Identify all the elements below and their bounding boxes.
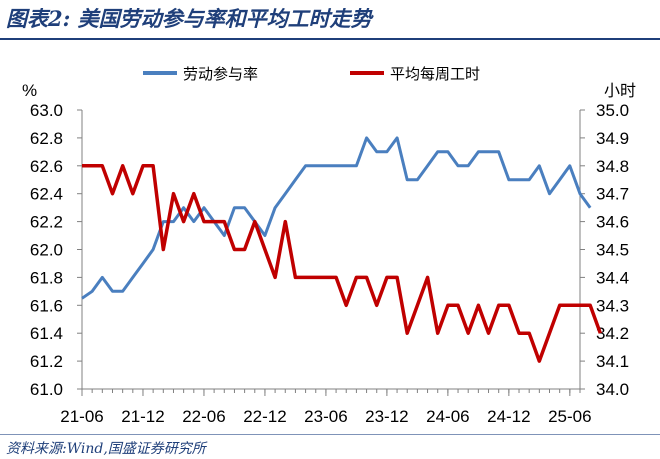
legend-label: 劳动参与率: [183, 66, 258, 83]
chart-legend: 劳动参与率 平均每周工时: [143, 66, 480, 83]
right-axis-tick-label: 34.0: [596, 380, 629, 399]
left-axis-tick-label: 62.2: [30, 213, 63, 232]
x-axis-tick-label: 22-06: [182, 407, 225, 426]
x-axis-tick-label: 22-12: [243, 407, 286, 426]
left-axis-tick-label: 63.0: [30, 101, 63, 120]
left-axis-tick-label: 62.8: [30, 129, 63, 148]
right-axis-tick-label: 35.0: [596, 101, 629, 120]
left-axis-tick-label: 62.0: [30, 241, 63, 260]
right-axis-tick-label: 34.2: [596, 324, 629, 343]
right-axis-tick-label: 34.3: [596, 296, 629, 315]
series-line-weekly-hours: [82, 164, 602, 363]
left-axis-tick-label: 61.8: [30, 268, 63, 287]
left-axis-tick-label: 61.2: [30, 352, 63, 371]
x-axis-tick-label: 24-12: [487, 407, 530, 426]
x-axis-tick-label: 23-06: [304, 407, 347, 426]
left-axis-unit: %: [22, 81, 37, 100]
left-axis-tick-label: 62.4: [30, 185, 63, 204]
title-divider: [0, 38, 660, 40]
right-axis-tick-label: 34.9: [596, 129, 629, 148]
chart-title: 图表2: 美国劳动参与率和平均工时走势: [6, 6, 372, 31]
source-note: 资料来源:Wind,国盛证券研究所: [6, 441, 206, 457]
left-axis-tick-label: 61.0: [30, 380, 63, 399]
chart-axes: % 小时 61.0 61.2 61.4 61.6 61.8 62.0 62.2 62.4 62.6 6…: [22, 81, 636, 426]
right-axis-unit: 小时: [604, 82, 636, 100]
source-divider: [0, 434, 660, 435]
right-axis-tick-label: 34.6: [596, 213, 629, 232]
x-axis-tick-label: 24-06: [426, 407, 469, 426]
x-axis-tick-label: 21-06: [60, 407, 103, 426]
right-axis-tick-label: 34.1: [596, 352, 629, 371]
right-axis-tick-label: 34.7: [596, 185, 629, 204]
x-axis-tick-label: 21-12: [121, 407, 164, 426]
line-chart: 劳动参与率 平均每周工时 % 小时 61.0 61.2 61.4 61.6 61.8 62.0 6…: [22, 66, 636, 426]
left-axis-tick-label: 61.6: [30, 296, 63, 315]
right-axis-tick-label: 34.8: [596, 157, 629, 176]
right-axis-tick-label: 34.5: [596, 241, 629, 260]
right-axis-tick-label: 34.4: [596, 268, 629, 287]
x-axis-tick-label: 23-12: [365, 407, 408, 426]
x-axis-tick-label: 25-06: [548, 407, 591, 426]
left-axis-tick-label: 62.6: [30, 157, 63, 176]
left-axis-tick-label: 61.4: [30, 324, 63, 343]
chart-series: [81, 136, 602, 363]
legend-label: 平均每周工时: [390, 66, 480, 83]
